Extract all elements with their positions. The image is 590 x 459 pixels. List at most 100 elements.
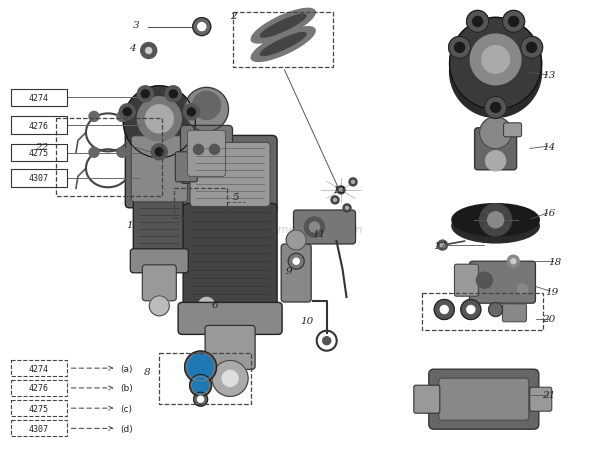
Text: (b): (b) — [121, 384, 133, 392]
FancyBboxPatch shape — [474, 129, 517, 170]
Bar — [11, 145, 67, 162]
Circle shape — [293, 258, 299, 265]
Circle shape — [467, 11, 489, 34]
Ellipse shape — [260, 34, 306, 56]
FancyBboxPatch shape — [429, 369, 539, 429]
Circle shape — [343, 204, 351, 213]
Bar — [11, 420, 67, 437]
Circle shape — [503, 11, 525, 34]
FancyBboxPatch shape — [503, 304, 526, 322]
Text: 9: 9 — [286, 266, 293, 275]
Circle shape — [304, 218, 324, 237]
Text: 1: 1 — [126, 220, 133, 230]
Circle shape — [146, 48, 152, 55]
Circle shape — [509, 17, 519, 28]
FancyBboxPatch shape — [470, 262, 536, 303]
Text: 4276: 4276 — [29, 121, 48, 130]
Text: 4275: 4275 — [29, 404, 48, 413]
Circle shape — [461, 300, 481, 320]
Circle shape — [331, 196, 339, 204]
Circle shape — [193, 18, 211, 37]
Text: 10: 10 — [300, 317, 313, 326]
FancyBboxPatch shape — [175, 152, 197, 182]
Text: 4307: 4307 — [29, 424, 48, 433]
Text: 18: 18 — [548, 257, 561, 266]
FancyBboxPatch shape — [190, 143, 270, 207]
Text: 11: 11 — [312, 230, 325, 239]
Circle shape — [183, 105, 199, 121]
Bar — [11, 380, 67, 396]
FancyBboxPatch shape — [454, 265, 478, 297]
Text: 3: 3 — [132, 21, 139, 30]
Ellipse shape — [452, 209, 539, 243]
FancyBboxPatch shape — [188, 131, 225, 177]
Circle shape — [145, 106, 173, 134]
Circle shape — [507, 256, 519, 268]
Circle shape — [486, 151, 506, 171]
FancyBboxPatch shape — [142, 265, 176, 301]
Text: (c): (c) — [121, 404, 133, 413]
Text: 19: 19 — [545, 287, 558, 296]
Circle shape — [123, 87, 195, 158]
Circle shape — [89, 148, 99, 158]
Text: 13: 13 — [542, 71, 555, 80]
Circle shape — [194, 360, 208, 374]
Circle shape — [185, 351, 217, 383]
Circle shape — [323, 337, 331, 345]
FancyBboxPatch shape — [183, 204, 277, 313]
Bar — [174, 188, 227, 218]
Ellipse shape — [251, 28, 315, 62]
Text: 14: 14 — [542, 142, 555, 151]
FancyBboxPatch shape — [205, 326, 255, 369]
Text: 17: 17 — [433, 241, 446, 250]
Circle shape — [194, 145, 204, 155]
Circle shape — [119, 105, 135, 121]
FancyBboxPatch shape — [530, 387, 552, 411]
Circle shape — [438, 241, 447, 251]
Text: 4274: 4274 — [29, 364, 48, 373]
Bar — [422, 294, 543, 330]
Circle shape — [151, 145, 168, 161]
Circle shape — [137, 98, 181, 141]
Circle shape — [450, 18, 542, 110]
Bar — [233, 13, 333, 68]
Circle shape — [527, 43, 536, 53]
Circle shape — [434, 300, 454, 320]
Circle shape — [169, 90, 178, 99]
Circle shape — [209, 145, 219, 155]
FancyBboxPatch shape — [196, 176, 217, 300]
Text: 6: 6 — [212, 301, 219, 310]
Circle shape — [448, 37, 471, 59]
FancyBboxPatch shape — [183, 136, 277, 214]
Text: 4: 4 — [129, 44, 136, 53]
Bar — [11, 170, 67, 187]
Circle shape — [137, 87, 153, 102]
Text: 8: 8 — [144, 367, 151, 376]
Circle shape — [140, 44, 157, 59]
Circle shape — [450, 26, 542, 118]
Circle shape — [473, 17, 483, 28]
Circle shape — [467, 306, 475, 314]
Circle shape — [441, 244, 444, 247]
Circle shape — [310, 223, 320, 233]
Circle shape — [149, 296, 169, 316]
FancyBboxPatch shape — [130, 249, 188, 273]
Text: 4307: 4307 — [29, 174, 48, 183]
Circle shape — [487, 213, 504, 228]
Text: eReplacementParts.com: eReplacementParts.com — [227, 224, 363, 235]
Circle shape — [186, 353, 215, 381]
Circle shape — [189, 375, 212, 397]
FancyBboxPatch shape — [504, 123, 522, 138]
FancyBboxPatch shape — [414, 386, 440, 413]
Circle shape — [511, 259, 516, 264]
Text: 22: 22 — [35, 142, 48, 151]
Circle shape — [482, 46, 509, 74]
Circle shape — [185, 88, 228, 132]
Circle shape — [470, 35, 521, 85]
Circle shape — [192, 92, 221, 120]
Text: 4274: 4274 — [29, 94, 48, 103]
Circle shape — [349, 179, 357, 186]
Circle shape — [480, 118, 512, 150]
Circle shape — [440, 306, 448, 314]
Text: 21: 21 — [542, 390, 555, 399]
